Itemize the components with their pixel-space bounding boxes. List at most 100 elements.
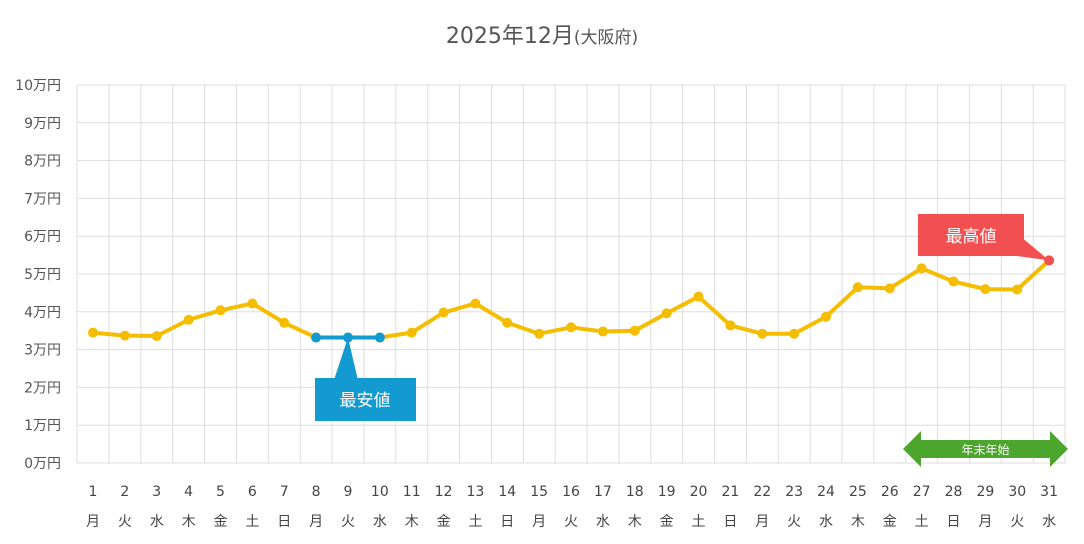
data-point[interactable]: [470, 298, 481, 309]
x-weekday-label: 木: [182, 514, 196, 530]
min-point[interactable]: [311, 332, 322, 343]
data-point[interactable]: [916, 263, 927, 274]
data-point[interactable]: [821, 311, 832, 322]
data-point[interactable]: [88, 327, 98, 338]
data-point[interactable]: [119, 330, 130, 341]
x-weekday-label: 水: [150, 514, 164, 530]
data-point[interactable]: [980, 284, 991, 295]
x-weekday-label: 日: [723, 514, 737, 530]
x-tick-label: 10: [371, 484, 389, 500]
data-point[interactable]: [725, 320, 736, 331]
x-tick-label: 6: [248, 484, 257, 500]
x-weekday-label: 金: [213, 514, 227, 530]
x-tick-label: 30: [1008, 484, 1026, 500]
x-tick-label: 13: [467, 484, 485, 500]
data-point[interactable]: [693, 291, 704, 302]
min-callout: [315, 378, 416, 421]
x-tick-label: 23: [785, 484, 803, 500]
subtitle-text: (大阪府): [574, 28, 638, 48]
x-tick-label: 22: [753, 484, 771, 500]
data-point[interactable]: [1012, 284, 1023, 295]
x-weekday-label: 火: [341, 514, 355, 530]
x-tick-label: 20: [690, 484, 708, 500]
x-weekday-label: 金: [437, 514, 451, 530]
x-weekday-label: 金: [660, 514, 674, 530]
data-point[interactable]: [406, 327, 417, 338]
chart-title: 2025年12月(大阪府): [446, 24, 638, 49]
x-tick-label: 16: [562, 484, 580, 500]
y-tick-label: 10万円: [15, 78, 61, 94]
x-tick-label: 9: [343, 484, 352, 500]
y-tick-label: 1万円: [24, 418, 61, 434]
data-point[interactable]: [884, 283, 895, 294]
data-point[interactable]: [852, 282, 863, 293]
x-tick-label: 15: [530, 484, 548, 500]
data-point[interactable]: [757, 328, 768, 339]
data-point[interactable]: [534, 328, 545, 339]
x-tick-label: 5: [216, 484, 225, 500]
x-weekday-label: 日: [946, 514, 960, 530]
data-point[interactable]: [151, 330, 162, 341]
x-weekday-label: 木: [628, 514, 642, 530]
y-tick-label: 8万円: [24, 154, 61, 170]
data-point[interactable]: [279, 317, 290, 328]
x-weekday-label: 火: [1010, 514, 1024, 530]
x-weekday-label: 日: [500, 514, 514, 530]
data-point[interactable]: [215, 305, 226, 316]
title-text: 2025年12月: [446, 24, 574, 49]
x-tick-label: 11: [403, 484, 421, 500]
x-weekday-label: 金: [883, 514, 897, 530]
x-weekday-label: 水: [1042, 514, 1056, 530]
x-weekday-label: 日: [277, 514, 291, 530]
x-tick-label: 3: [152, 484, 161, 500]
x-tick-label: 12: [435, 484, 453, 500]
x-weekday-label: 水: [596, 514, 610, 530]
holiday-range-arrow: [903, 431, 1068, 467]
x-weekday-label: 月: [978, 514, 992, 530]
x-tick-label: 4: [184, 484, 193, 500]
data-point[interactable]: [247, 298, 258, 309]
x-tick-label: 18: [626, 484, 644, 500]
x-weekday-label: 土: [915, 514, 929, 530]
data-point[interactable]: [183, 314, 194, 325]
x-tick-label: 7: [280, 484, 289, 500]
min-callout-pointer: [333, 337, 358, 380]
x-tick-label: 19: [658, 484, 676, 500]
x-tick-label: 8: [312, 484, 321, 500]
y-tick-label: 9万円: [24, 116, 61, 132]
x-weekday-label: 土: [468, 514, 482, 530]
y-tick-label: 7万円: [24, 191, 61, 207]
x-tick-label: 28: [945, 484, 963, 500]
x-tick-label: 14: [498, 484, 516, 500]
x-tick-label: 29: [976, 484, 994, 500]
x-tick-label: 2: [120, 484, 129, 500]
y-tick-label: 2万円: [24, 380, 61, 396]
data-point[interactable]: [438, 307, 449, 318]
data-point[interactable]: [661, 308, 672, 319]
x-weekday-label: 月: [309, 514, 323, 530]
data-point[interactable]: [566, 322, 577, 333]
x-tick-label: 21: [721, 484, 739, 500]
x-weekday-label: 月: [532, 514, 546, 530]
holiday-label: 年末年始: [961, 443, 1009, 457]
x-weekday-label: 土: [692, 514, 706, 530]
data-point[interactable]: [948, 276, 959, 287]
x-weekday-label: 木: [405, 514, 419, 530]
data-point[interactable]: [629, 325, 640, 336]
data-point[interactable]: [597, 326, 608, 337]
y-tick-label: 0万円: [24, 456, 61, 472]
x-weekday-label: 水: [819, 514, 833, 530]
max-point[interactable]: [1044, 255, 1055, 266]
data-point[interactable]: [789, 328, 800, 339]
x-weekday-label: 木: [851, 514, 865, 530]
min-point[interactable]: [374, 332, 385, 343]
y-tick-label: 4万円: [24, 305, 61, 321]
x-tick-label: 17: [594, 484, 612, 500]
x-weekday-label: 月: [86, 514, 100, 530]
x-tick-label: 27: [913, 484, 931, 500]
max-callout: [918, 214, 1024, 256]
data-point[interactable]: [502, 317, 513, 328]
y-tick-label: 3万円: [24, 343, 61, 359]
